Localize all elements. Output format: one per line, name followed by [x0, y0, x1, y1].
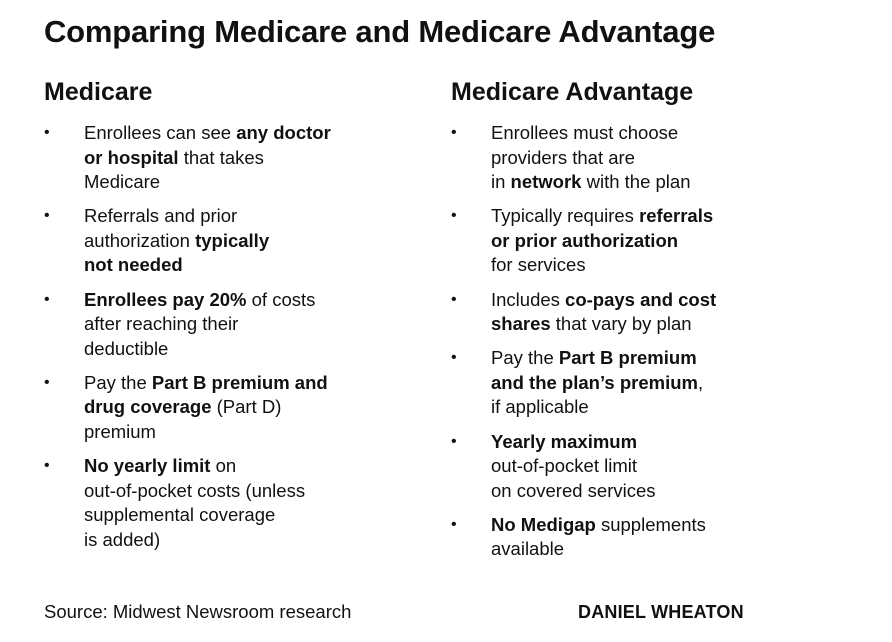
bullet-icon: •	[451, 207, 457, 225]
bullet-icon: •	[44, 207, 50, 225]
list-item: • No yearly limit on out-of-pocket costs (…	[44, 454, 404, 552]
author-credit: DANIEL WHEATON	[578, 602, 744, 622]
list-item: • Referrals and prior authorization typica…	[44, 204, 404, 278]
list-item: • No Medigap supplements available	[451, 513, 851, 562]
medicare-heading: Medicare	[44, 78, 153, 106]
list-item-text: Pay the Part B premium and the plan’s pre…	[491, 347, 704, 418]
list-item-text: Enrollees can see any doctor or hospital …	[84, 122, 331, 193]
medicare-list: • Enrollees can see any doctor or hospital…	[44, 121, 404, 553]
bullet-icon: •	[451, 349, 457, 367]
bullet-icon: •	[451, 432, 457, 450]
bullet-icon: •	[44, 290, 50, 308]
bullet-icon: •	[44, 124, 50, 141]
list-item-text: Enrollees pay 20% of costs after reaching…	[84, 288, 316, 359]
list-item-text: No yearly limit on out-of-pocket costs (u…	[84, 455, 306, 550]
bullet-icon: •	[44, 457, 50, 475]
list-item-text: Enrollees must choose providers that are i…	[491, 122, 691, 193]
source-note: Source: Midwest Newsroom research	[44, 601, 352, 622]
medicare-advantage-list: • Enrollees must choose providers that are…	[451, 121, 851, 562]
list-item: • Yearly maximum out-of-pocket limit on cov…	[451, 430, 851, 504]
page-title: Comparing Medicare and Medicare Advantag…	[44, 14, 716, 49]
bullet-icon: •	[451, 124, 457, 141]
list-item: • Includes co-pays and cost shares that va…	[451, 288, 851, 337]
list-item-text: Includes co-pays and cost shares that var…	[491, 288, 717, 335]
list-item: • Enrollees must choose providers that are…	[451, 121, 851, 195]
list-item: • Enrollees can see any doctor or hospital…	[44, 121, 404, 195]
list-item-text: Pay the Part B premium and drug coverage …	[84, 371, 328, 443]
bullet-icon: •	[451, 290, 457, 308]
list-item-text: No Medigap supplements available	[491, 513, 706, 560]
list-item-text: Yearly maximum out-of-pocket limit on cove…	[491, 430, 656, 501]
list-item: • Pay the Part B premium and the plan’s pr…	[451, 346, 851, 420]
bullet-icon: •	[451, 515, 457, 533]
medicare-advantage-column: Medicare Advantage • Enrollees must choos…	[451, 78, 851, 572]
list-item: • Typically requires referrals or prior au…	[451, 204, 851, 278]
medicare-advantage-heading: Medicare Advantage	[451, 78, 694, 106]
bullet-icon: •	[44, 373, 50, 391]
list-item-text: Referrals and prior authorization typical…	[84, 205, 270, 276]
list-item: • Enrollees pay 20% of costs after reachin…	[44, 288, 404, 362]
medicare-column: Medicare • Enrollees can see any doctor or…	[44, 78, 404, 562]
list-item-text: Typically requires referrals or prior aut…	[491, 205, 714, 276]
list-item: • Pay the Part B premium and drug coverage…	[44, 371, 404, 445]
